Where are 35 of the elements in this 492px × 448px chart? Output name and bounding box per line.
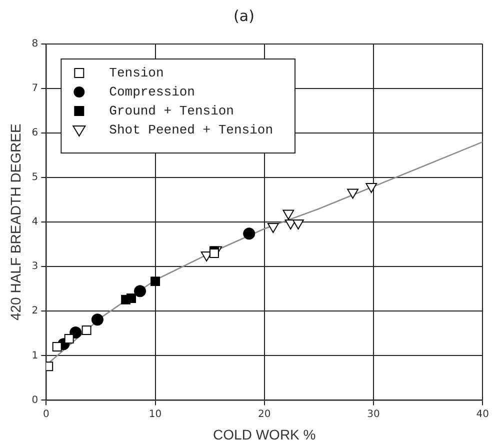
x-axis-title: COLD WORK % <box>213 426 316 442</box>
legend-label: Tension <box>109 65 164 80</box>
point <box>150 276 160 286</box>
point <box>126 293 136 303</box>
point <box>292 219 304 230</box>
x-tick-label: 10 <box>148 408 162 420</box>
point <box>267 223 279 234</box>
point <box>52 342 62 352</box>
point <box>347 188 358 199</box>
y-tick-label: 1 <box>32 350 38 362</box>
x-tick-label: 0 <box>42 408 50 420</box>
point <box>243 228 256 240</box>
point <box>282 210 294 220</box>
point <box>91 314 104 326</box>
x-tick-label: 30 <box>367 408 380 420</box>
y-tick-label: 4 <box>32 216 38 228</box>
legend-label: Ground + Tension <box>109 103 234 118</box>
x-tick-label: 20 <box>258 408 271 420</box>
legend-label: Compression <box>109 84 195 100</box>
y-tick-label: 3 <box>32 261 38 272</box>
y-tick-label: 8 <box>32 38 38 50</box>
y-tick-label: 6 <box>32 128 38 139</box>
chart-title: (a) <box>234 6 254 25</box>
point <box>134 285 146 298</box>
y-tick-label: 0 <box>32 394 38 406</box>
point <box>64 334 74 344</box>
y-tick-label: 5 <box>32 172 38 184</box>
y-tick-label: 2 <box>32 306 38 317</box>
y-tick-label: 7 <box>32 83 38 94</box>
y-axis-title: 420 HALF BREADTH DEGREE <box>7 124 24 321</box>
point <box>209 248 219 258</box>
point <box>82 326 92 336</box>
point <box>366 182 378 193</box>
legend-label: Shot Peened + Tension <box>109 122 273 138</box>
x-tick-label: 40 <box>476 408 490 420</box>
